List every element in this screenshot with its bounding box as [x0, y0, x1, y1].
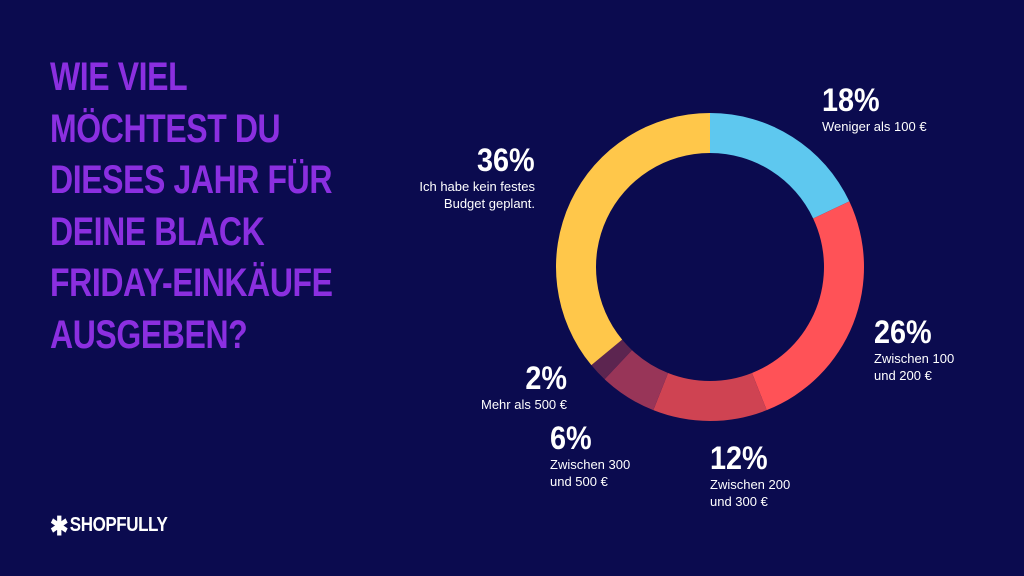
- label-slice-2: 12% Zwischen 200 und 300 €: [710, 440, 790, 510]
- donut-slice-1: [751, 201, 864, 411]
- slice-category-label: Zwischen 300 und 500 €: [550, 457, 631, 489]
- slice-category-label: Zwischen 200 und 300 €: [710, 477, 791, 509]
- page-title: WIE VIEL MÖCHTEST DU DIESES JAHR FÜR DEI…: [50, 52, 470, 361]
- slice-value-label: 6%: [550, 420, 592, 456]
- donut-slice-0: [710, 113, 850, 219]
- donut-slice-4: [591, 339, 632, 380]
- slice-category-label: Mehr als 500 €: [481, 397, 567, 412]
- slice-category-label: Ich habe kein festes Budget geplant.: [419, 179, 535, 211]
- slice-category-label: Zwischen 100 und 200 €: [874, 351, 955, 383]
- title-line: WIE VIEL: [50, 55, 188, 99]
- label-slice-4: 2% Mehr als 500 €: [481, 360, 567, 413]
- slice-value-label: 36%: [477, 142, 535, 178]
- title-line: DIESES JAHR FÜR: [50, 158, 333, 202]
- slice-value-label: 26%: [874, 314, 932, 350]
- slice-value-label: 12%: [710, 440, 768, 476]
- slice-category-label: Weniger als 100 €: [822, 119, 927, 134]
- label-slice-3: 6% Zwischen 300 und 500 €: [550, 420, 630, 490]
- slice-value-label: 18%: [822, 82, 880, 118]
- title-line: MÖCHTEST DU: [50, 106, 281, 151]
- donut-slice-5: [555, 113, 710, 366]
- title-line: AUSGEBEN?: [50, 312, 248, 357]
- logo-text: SHOPFULLY: [69, 514, 168, 536]
- donut-slice-3: [604, 350, 669, 411]
- asterisk-icon: ✱: [50, 510, 69, 541]
- slice-value-label: 2%: [525, 360, 567, 396]
- title-line: DEINE BLACK: [50, 209, 265, 254]
- title-line: FRIDAY-EINKÄUFE: [50, 261, 333, 305]
- donut-slice-2: [653, 372, 767, 421]
- label-slice-0: 18% Weniger als 100 €: [822, 82, 927, 135]
- label-slice-5: 36% Ich habe kein festes Budget geplant.: [419, 142, 535, 212]
- label-slice-1: 26% Zwischen 100 und 200 €: [874, 314, 954, 384]
- shopfully-logo: ✱ SHOPFULLY: [50, 510, 168, 541]
